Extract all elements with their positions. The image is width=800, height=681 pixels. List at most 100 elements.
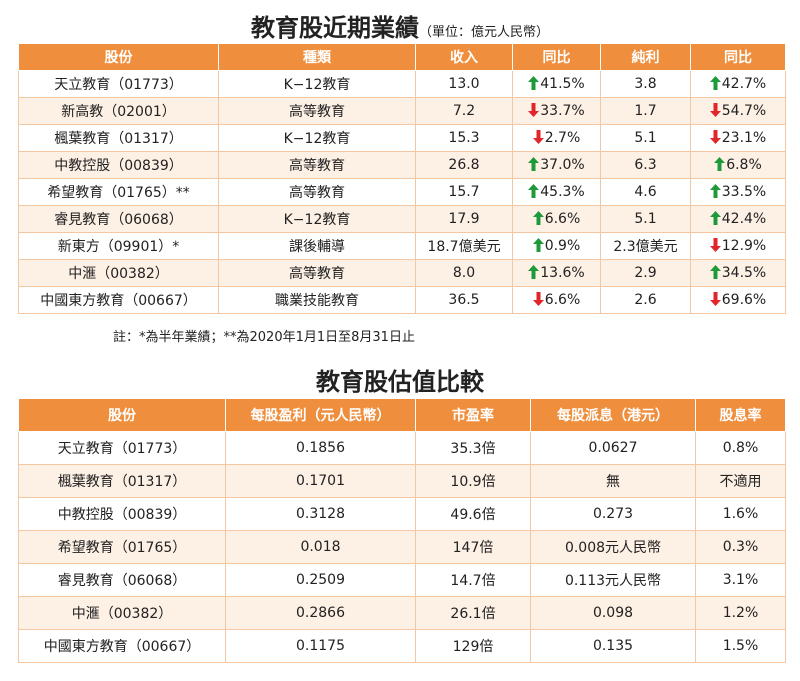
row: 中國東方教育（00667） 0.1175 129倍 0.135 1.5% [18, 629, 786, 663]
cell: 中國東方教育（00667） [18, 629, 226, 663]
arrow-down [709, 130, 721, 144]
cell: 0.8% [695, 431, 786, 465]
cell: 0.9% [512, 232, 601, 260]
cell: 0.135 [530, 629, 696, 663]
table-1: 股份 種類 收入 同比 純利 同比 天立教育（01773） K−12教育 13.0 41.5% 3.… [18, 43, 786, 314]
header-cell: 股息率 [695, 398, 786, 432]
arrow-up [714, 157, 726, 171]
header-cell: 市盈率 [415, 398, 531, 432]
change: 33.5% [721, 184, 767, 200]
cell: 15.3 [415, 124, 513, 152]
cell: 1.6% [695, 497, 786, 531]
cell: 8.0 [415, 259, 513, 287]
cell: 中教控股（00839） [18, 497, 226, 531]
cell: 高等教育 [218, 178, 416, 206]
change: 41.5% [540, 76, 585, 92]
header-cell: 同比 [512, 43, 601, 71]
change: 45.3% [540, 184, 585, 200]
cell: 45.3% [512, 178, 601, 206]
cell: 睿見教育（06068） [18, 563, 226, 597]
arrow-up [709, 211, 721, 225]
title-1: 教育股近期業績（單位：億元人民幣） [0, 8, 800, 43]
header-cell: 股份 [18, 43, 219, 71]
cell: 23.1% [690, 124, 786, 152]
change: 6.6% [544, 211, 581, 227]
cell: 69.6% [690, 286, 786, 314]
arrow-up [528, 76, 540, 90]
cell: 3.8 [600, 70, 691, 98]
header-cell: 純利 [600, 43, 691, 71]
header-cell: 種類 [218, 43, 416, 71]
cell: 1.5% [695, 629, 786, 663]
cell: 35.3倍 [415, 431, 531, 465]
cell: 0.1856 [225, 431, 416, 465]
table-2: 股份 每股盈利（元人民幣） 市盈率 每股派息（港元） 股息率 天立教育（01773） 0.1… [18, 398, 786, 663]
cell: 0.2509 [225, 563, 416, 597]
row: 中教控股（00839） 高等教育 26.8 37.0% 6.3 6.8% [18, 151, 786, 179]
cell: 0.3128 [225, 497, 416, 531]
cell: 2.9 [600, 259, 691, 287]
header-cell: 股份 [18, 398, 226, 432]
note: 註：*為半年業績；**為2020年1月1日至8月31日止 [113, 330, 415, 345]
cell: 中國東方教育（00667） [18, 286, 219, 314]
cell: 129倍 [415, 629, 531, 663]
arrow-down [709, 238, 721, 252]
row: 天立教育（01773） K−12教育 13.0 41.5% 3.8 42.7% [18, 70, 786, 98]
cell: 0.3% [695, 530, 786, 564]
cell: 14.7倍 [415, 563, 531, 597]
cell: 36.5 [415, 286, 513, 314]
cell: 0.113元人民幣 [530, 563, 696, 597]
arrow-up [709, 265, 721, 279]
cell: 33.5% [690, 178, 786, 206]
cell: 課後輔導 [218, 232, 416, 260]
change: 12.9% [721, 238, 767, 254]
arrow-up [528, 265, 540, 279]
row: 睿見教育（06068） K−12教育 17.9 6.6% 5.1 42.4% [18, 205, 786, 233]
cell: 2.6 [600, 286, 691, 314]
cell: 33.7% [512, 97, 601, 125]
cell: 0.018 [225, 530, 416, 564]
cell: 54.7% [690, 97, 786, 125]
cell: 1.2% [695, 596, 786, 630]
cell: 中滙（00382） [18, 596, 226, 630]
row: 楓葉教育（01317） K−12教育 15.3 2.7% 5.1 23.1% [18, 124, 786, 152]
cell: 高等教育 [218, 259, 416, 287]
cell: 26.8 [415, 151, 513, 179]
row: 希望教育（01765） 0.018 147倍 0.008元人民幣 0.3% [18, 530, 786, 564]
change: 42.7% [721, 76, 767, 92]
cell: 中滙（00382） [18, 259, 219, 287]
cell: 新高教（02001） [18, 97, 219, 125]
change: 0.9% [544, 238, 581, 254]
cell: K−12教育 [218, 70, 416, 98]
cell: 0.098 [530, 596, 696, 630]
cell: 15.7 [415, 178, 513, 206]
cell: 職業技能教育 [218, 286, 416, 314]
cell: 42.7% [690, 70, 786, 98]
title-2: 教育股估值比較 [316, 368, 484, 396]
change: 6.8% [726, 157, 762, 173]
cell: 12.9% [690, 232, 786, 260]
change: 33.7% [540, 103, 585, 119]
arrow-down [532, 292, 544, 306]
cell: 高等教育 [218, 97, 416, 125]
cell: 中教控股（00839） [18, 151, 219, 179]
cell: 13.6% [512, 259, 601, 287]
change: 34.5% [721, 265, 767, 281]
row: 中滙（00382） 高等教育 8.0 13.6% 2.9 34.5% [18, 259, 786, 287]
cell: 6.8% [690, 151, 786, 179]
cell: 0.008元人民幣 [530, 530, 696, 564]
arrow-up [709, 76, 721, 90]
row: 中教控股（00839） 0.3128 49.6倍 0.273 1.6% [18, 497, 786, 531]
cell: 1.7 [600, 97, 691, 125]
cell: 10.9倍 [415, 464, 531, 498]
row: 新東方（09901）* 課後輔導 18.7億美元 0.9% 2.3億美元 12.9% [18, 232, 786, 260]
row: 睿見教育（06068） 0.2509 14.7倍 0.113元人民幣 3.1% [18, 563, 786, 597]
header-row: 股份 每股盈利（元人民幣） 市盈率 每股派息（港元） 股息率 [18, 398, 786, 432]
header-cell: 同比 [690, 43, 786, 71]
arrow-down [709, 103, 721, 117]
cell: 希望教育（01765）** [18, 178, 219, 206]
cell: 42.4% [690, 205, 786, 233]
change: 13.6% [540, 265, 585, 281]
cell: 睿見教育（06068） [18, 205, 219, 233]
